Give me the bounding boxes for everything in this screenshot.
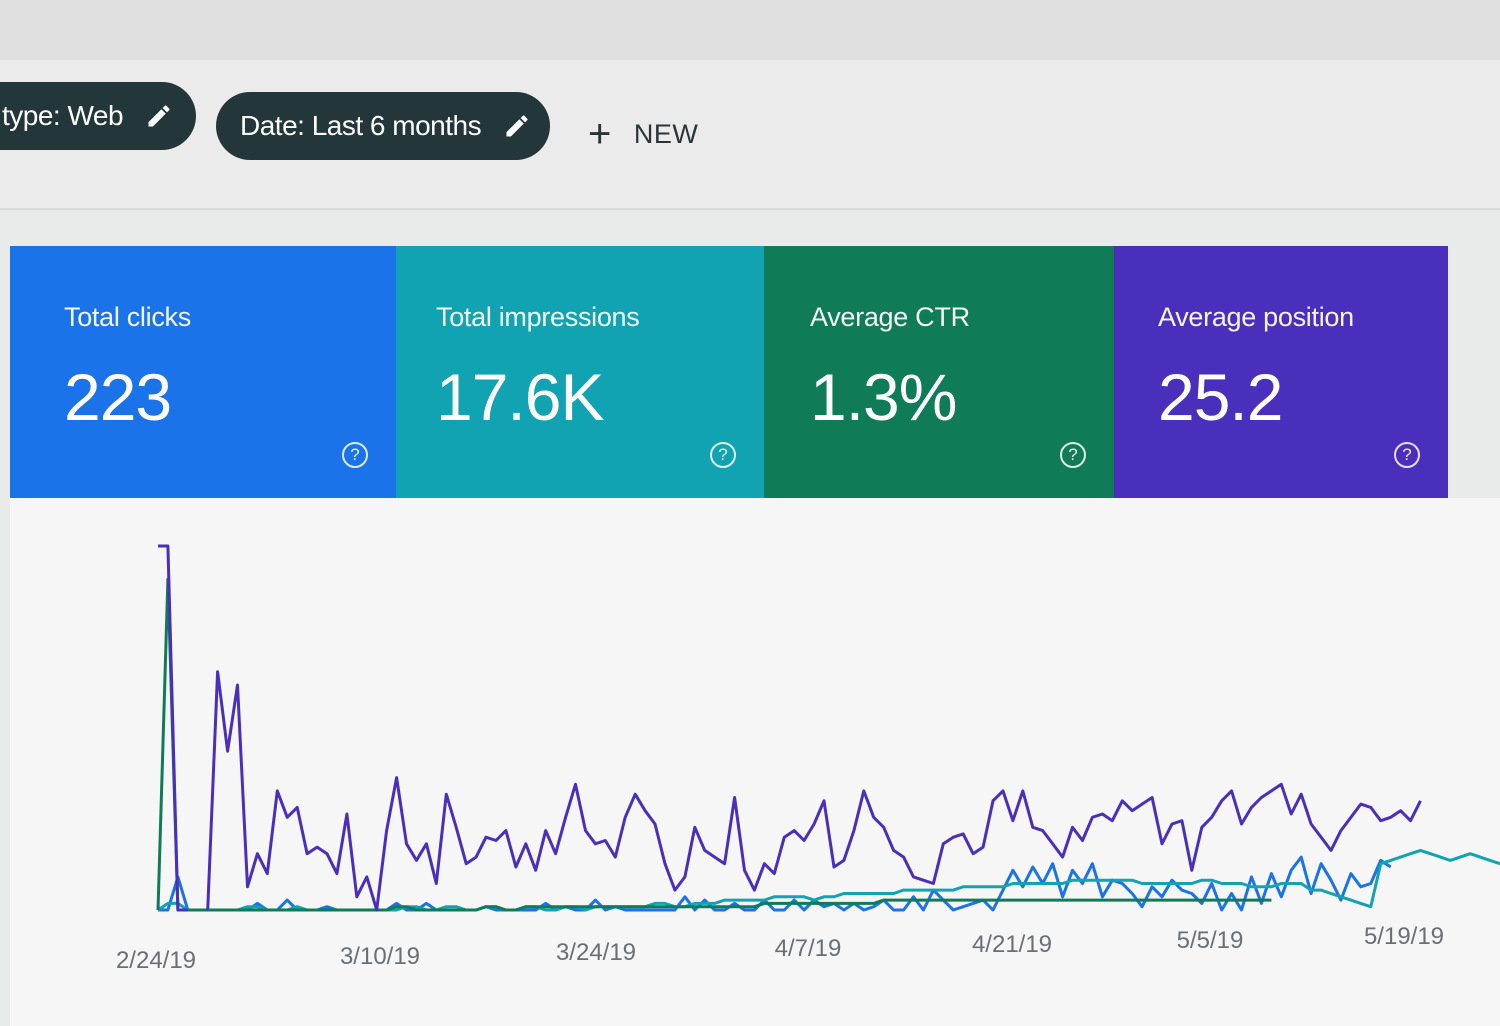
metric-label: Average CTR	[810, 302, 970, 332]
series-line-3	[156, 577, 1272, 912]
metric-label: Total impressions	[436, 302, 640, 332]
chip-label: type: Web	[2, 100, 124, 131]
x-tick-label: 2/24/19	[116, 947, 196, 974]
metric-label: Average position	[1158, 302, 1354, 332]
help-icon[interactable]: ?	[1060, 442, 1086, 468]
top-band	[0, 0, 1500, 60]
divider	[0, 208, 1500, 210]
help-icon[interactable]: ?	[710, 442, 736, 468]
metric-card-average-position[interactable]: Average position 25.2 ?	[1114, 246, 1448, 498]
help-icon[interactable]: ?	[1394, 442, 1420, 468]
x-tick-label: 3/10/19	[340, 943, 420, 970]
plus-icon: +	[588, 112, 612, 156]
metric-value: 223	[64, 360, 172, 434]
search-type-filter-chip[interactable]: type: Web	[0, 82, 196, 150]
x-tick-label: 5/19/19	[1364, 923, 1444, 950]
metric-card-average-ctr[interactable]: Average CTR 1.3% ?	[764, 246, 1114, 498]
chip-label: Date: Last 6 months	[240, 110, 482, 141]
performance-chart[interactable]: 2/24/19 3/10/19 3/24/19 4/7/19 4/21/19 5/5/19…	[0, 498, 1500, 1026]
metric-card-total-impressions[interactable]: Total impressions 17.6K ?	[396, 246, 764, 498]
chart-panel	[10, 498, 1500, 1026]
x-tick-label: 3/24/19	[556, 939, 636, 966]
help-icon[interactable]: ?	[342, 442, 368, 468]
x-tick-label: 4/21/19	[972, 931, 1052, 958]
date-filter-chip[interactable]: Date: Last 6 months	[216, 92, 550, 160]
x-tick-label: 5/5/19	[1177, 927, 1244, 954]
x-tick-label: 4/7/19	[775, 935, 842, 962]
new-label: NEW	[633, 118, 699, 149]
metric-card-total-clicks[interactable]: Total clicks 223 ?	[10, 246, 396, 498]
metric-value: 17.6K	[436, 360, 604, 434]
metric-cards: Total clicks 223 ? Total impressions 17.…	[10, 246, 1448, 498]
series-line-4	[158, 544, 1422, 912]
metric-value: 25.2	[1158, 360, 1283, 434]
pencil-icon[interactable]	[145, 102, 173, 130]
new-filter-button[interactable]: + NEW	[588, 110, 698, 158]
metric-value: 1.3%	[810, 360, 957, 434]
pencil-icon[interactable]	[503, 112, 531, 140]
metric-label: Total clicks	[64, 302, 191, 332]
